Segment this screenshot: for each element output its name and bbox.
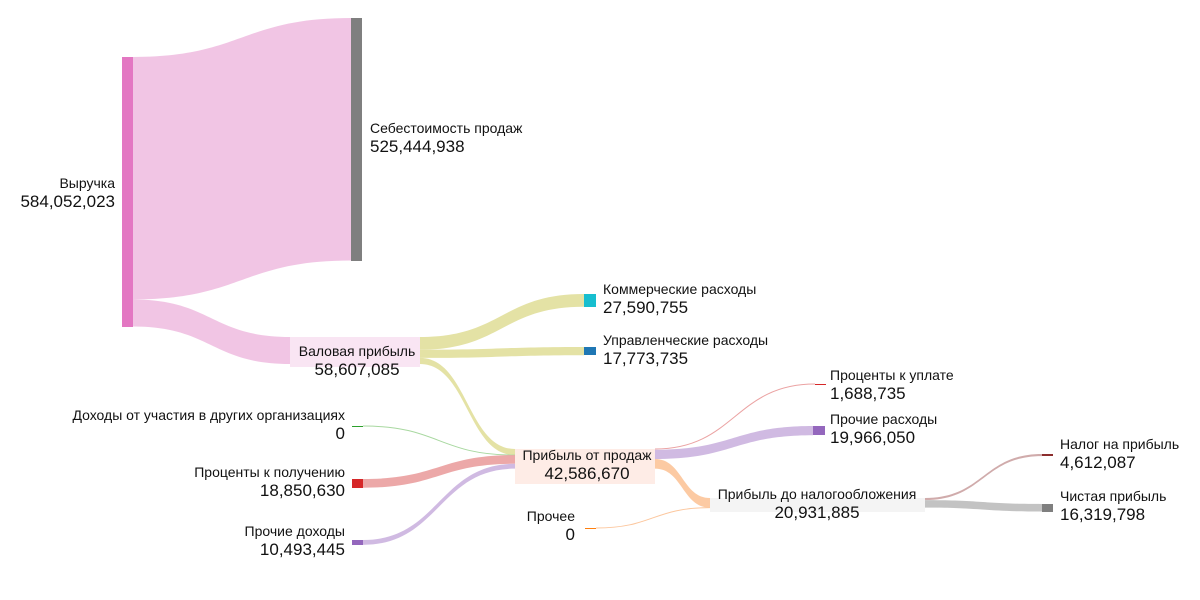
node-commercial (584, 294, 596, 307)
node-pretax (710, 498, 925, 512)
link-other_income-to-sales_profit (363, 463, 515, 545)
node-label-cogs: Себестоимость продаж (370, 120, 523, 136)
node-value-other_expenses: 19,966,050 (830, 428, 915, 447)
node-other (585, 528, 596, 529)
node-label-pretax: Прибыль до налогообложения (718, 486, 917, 502)
node-label-interest_paid: Проценты к уплате (830, 367, 954, 383)
link-gross-to-commercial (420, 294, 584, 350)
link-interest_income-to-sales_profit (363, 455, 515, 488)
node-label-commercial: Коммерческие расходы (603, 281, 756, 297)
link-other-to-pretax (595, 507, 711, 529)
sankey-nodes (122, 18, 1053, 545)
node-gross (290, 337, 420, 367)
link-sales_profit-to-pretax (655, 458, 710, 508)
node-value-gross: 58,607,085 (314, 360, 399, 379)
node-value-interest_paid: 1,688,735 (830, 384, 906, 403)
link-sales_profit-to-interest_paid (654, 383, 816, 450)
node-label-tax: Налог на прибыль (1060, 436, 1179, 452)
node-value-other_income: 10,493,445 (260, 540, 345, 559)
node-value-commercial: 27,590,755 (603, 298, 688, 317)
node-admin (584, 347, 596, 355)
sankey-links (133, 18, 1042, 545)
node-value-sales_profit: 42,586,670 (544, 464, 629, 483)
node-sales_profit (515, 449, 655, 484)
node-net (1042, 504, 1053, 512)
node-value-pretax: 20,931,885 (774, 503, 859, 522)
node-value-admin: 17,773,735 (603, 349, 688, 368)
link-gross-to-sales_profit (420, 357, 515, 456)
node-value-other: 0 (566, 525, 575, 544)
node-interest_income (352, 479, 363, 488)
node-label-other_income: Прочие доходы (245, 523, 345, 539)
node-value-revenue: 584,052,023 (20, 192, 115, 211)
link-revenue-to-gross (133, 299, 290, 365)
node-participation (352, 426, 363, 427)
node-label-other: Прочее (527, 508, 575, 524)
node-label-participation: Доходы от участия в других организациях (72, 407, 345, 423)
link-revenue-to-cogs (133, 18, 351, 300)
node-value-cogs: 525,444,938 (370, 137, 465, 156)
node-cogs (351, 18, 362, 261)
node-label-gross: Валовая прибыль (299, 343, 416, 359)
link-participation-to-sales_profit (362, 425, 516, 456)
node-other_expenses (813, 426, 825, 435)
node-label-net: Чистая прибыль (1060, 488, 1166, 504)
link-sales_profit-to-other_expenses (655, 426, 813, 459)
link-gross-to-admin (420, 347, 584, 358)
node-tax (1042, 454, 1053, 456)
node-value-participation: 0 (336, 424, 345, 443)
node-interest_paid (815, 384, 826, 385)
node-revenue (122, 57, 133, 327)
link-pretax-to-tax (925, 454, 1042, 501)
node-other_income (352, 540, 363, 545)
node-label-revenue: Выручка (59, 175, 115, 191)
node-label-admin: Управленческие расходы (603, 332, 768, 348)
node-value-interest_income: 18,850,630 (260, 481, 345, 500)
link-pretax-to-net (925, 500, 1042, 512)
node-label-sales_profit: Прибыль от продаж (522, 447, 652, 463)
node-label-other_expenses: Прочие расходы (830, 411, 937, 427)
node-value-tax: 4,612,087 (1060, 453, 1136, 472)
node-value-net: 16,319,798 (1060, 505, 1145, 524)
node-label-interest_income: Проценты к получению (194, 464, 345, 480)
